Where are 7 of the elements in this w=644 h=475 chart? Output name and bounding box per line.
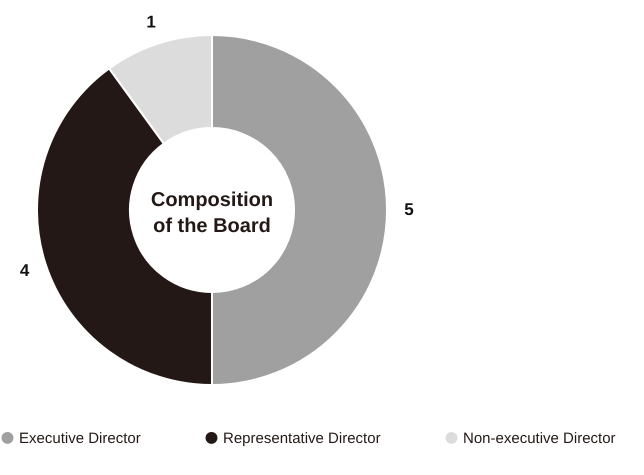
legend-label: Executive Director: [19, 430, 141, 447]
data-label: 4: [20, 260, 30, 280]
data-label: 1: [146, 12, 156, 32]
data-label: 5: [404, 200, 414, 219]
text: Composition of the Board: [150, 189, 274, 237]
legend-label: Representative Director: [223, 430, 381, 447]
legend-label: Non-executive Director: [463, 430, 616, 447]
